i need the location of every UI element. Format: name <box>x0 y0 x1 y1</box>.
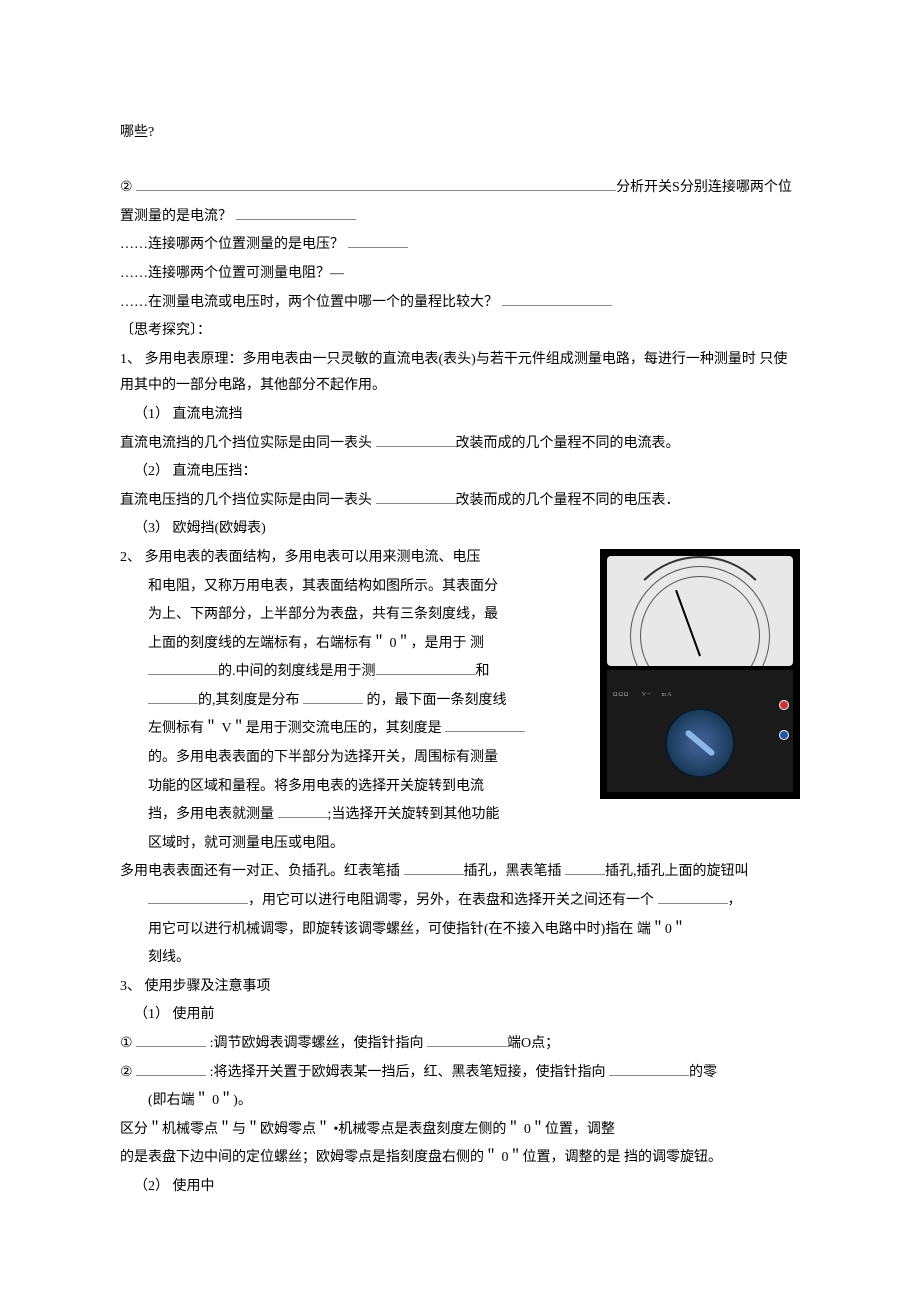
blank <box>236 206 356 220</box>
text-line: 直流电压挡的几个挡位实际是由同一表头 改装而成的几个量程不同的电压表． <box>120 488 800 515</box>
text: 的,其刻度是分布 <box>198 693 303 708</box>
blank <box>148 890 248 904</box>
text: ② <box>120 180 136 195</box>
text-line: ，用它可以进行电阻调零，另外，在表盘和选择开关之间还有一个 ， <box>120 888 800 915</box>
section-heading: 〔思考探究〕： <box>120 318 800 345</box>
text-line: ……在测量电流或电压时，两个位置中哪一个的量程比较大？ <box>120 290 800 317</box>
blank-line <box>136 177 616 191</box>
blank <box>609 1062 689 1076</box>
jack-blue <box>779 730 789 740</box>
text-line: 多用电表表面还有一对正、负插孔。红表笔插 插孔，黑表笔插 插孔,插孔上面的旋钮叫 <box>120 859 800 886</box>
text-line: 刻线。 <box>120 945 800 972</box>
blank <box>376 661 476 675</box>
meter-scale-label: ΩΩΩ V~ mA <box>613 690 787 701</box>
text: ;当选择开关旋转到其他功能 <box>328 807 500 822</box>
blank <box>148 661 218 675</box>
blank <box>303 690 363 704</box>
document-body: 哪些? ② 分析开关S分别连接哪两个位 置测量的是电流？ ……连接哪两个位置测量… <box>120 120 800 1201</box>
text: 端O点； <box>507 1036 559 1051</box>
text-line: 置测量的是电流？ <box>120 204 800 231</box>
blank <box>278 804 328 818</box>
text: ① <box>120 1036 136 1051</box>
blank <box>565 861 605 875</box>
text-line: （1） 使用前 <box>120 1002 800 1029</box>
text-line: 1、 多用电表原理：多用电表由一只灵敏的直流电表(表头)与若干元件组成测量电路，… <box>120 347 800 400</box>
meter-dial <box>607 556 793 666</box>
multimeter-figure: ΩΩΩ V~ mA <box>600 549 800 799</box>
text: 直流电流挡的几个挡位实际是由同一表头 <box>120 436 376 451</box>
text: 左侧标有＂ V＂是用于测交流电压的，其刻度是 <box>148 721 445 736</box>
text: 挡，多用电表就测量 <box>148 807 278 822</box>
blank <box>348 234 408 248</box>
text-line: 3、 使用步骤及注意事项 <box>120 974 800 1001</box>
blank <box>427 1033 507 1047</box>
text-line: 区域时，就可测量电压或电阻。 <box>120 831 800 858</box>
text-line: ……连接哪两个位置测量的是电压？ <box>120 232 800 259</box>
text: 的零 <box>689 1065 717 1080</box>
text-line: (即右端＂ 0＂)。 <box>120 1088 800 1115</box>
text-line: （1） 直流电流挡 <box>120 402 800 429</box>
text-line: （2） 直流电压挡： <box>120 459 800 486</box>
blank <box>148 690 198 704</box>
jack-red <box>779 700 789 710</box>
text-line: ② 分析开关S分别连接哪两个位 <box>120 175 800 202</box>
blank <box>376 433 456 447</box>
text-line: 区分＂机械零点＂与＂欧姆零点＂ •机械零点是表盘刻度左侧的＂ 0＂位置，调整 <box>120 1117 800 1144</box>
blank <box>658 890 728 904</box>
text-line: （3） 欧姆挡(欧姆表) <box>120 516 800 543</box>
text: 的.中间的刻度线是用于测 <box>218 664 376 679</box>
text-line: （2） 使用中 <box>120 1174 800 1201</box>
text: 置测量的是电流？ <box>120 209 232 224</box>
text: ， <box>728 893 742 908</box>
text-line: ② :将选择开关置于欧姆表某一挡后，红、黑表笔短接，使指针指向 的零 <box>120 1060 800 1087</box>
text: 改装而成的几个量程不同的电压表． <box>456 493 680 508</box>
blank <box>404 861 464 875</box>
text: ……连接哪两个位置测量的是电压？ <box>120 237 344 252</box>
text-line: 的是表盘下边中间的定位螺丝；欧姆零点是指刻度盘右侧的＂ 0＂位置，调整的是 挡的… <box>120 1145 800 1172</box>
text: ② <box>120 1065 136 1080</box>
text-line: ……连接哪两个位置可测量电阻？— <box>120 261 800 288</box>
blank <box>136 1033 206 1047</box>
text-line: 直流电流挡的几个挡位实际是由同一表头 改装而成的几个量程不同的电流表。 <box>120 431 800 458</box>
text-line: 哪些? <box>120 120 800 147</box>
text-line: 挡，多用电表就测量 ;当选择开关旋转到其他功能 <box>120 802 800 829</box>
selector-knob <box>665 708 735 778</box>
text: 多用电表表面还有一对正、负插孔。红表笔插 <box>120 864 404 879</box>
text: 直流电压挡的几个挡位实际是由同一表头 <box>120 493 376 508</box>
blank <box>445 718 525 732</box>
knob-pointer <box>684 729 715 757</box>
text: 插孔,插孔上面的旋钮叫 <box>605 864 749 879</box>
text: 插孔，黑表笔插 <box>464 864 566 879</box>
blank <box>136 1062 206 1076</box>
text: 改装而成的几个量程不同的电流表。 <box>456 436 680 451</box>
text: :调节欧姆表调零螺丝，使指针指向 <box>206 1036 427 1051</box>
text: ，用它可以进行电阻调零，另外，在表盘和选择开关之间还有一个 <box>248 893 658 908</box>
text-line: ① :调节欧姆表调零螺丝，使指针指向 端O点； <box>120 1031 800 1058</box>
text: :将选择开关置于欧姆表某一挡后，红、黑表笔短接，使指针指向 <box>206 1065 609 1080</box>
text: ……在测量电流或电压时，两个位置中哪一个的量程比较大？ <box>120 295 498 310</box>
blank <box>376 490 456 504</box>
text-line: 用它可以进行机械调零，即旋转该调零螺丝，可使指针(在不接入电路中时)指在 端＂0… <box>120 917 800 944</box>
text: 和 <box>476 664 490 679</box>
text: 分析开关S分别连接哪两个位 <box>616 180 792 195</box>
blank <box>502 292 612 306</box>
text: 的，最下面一条刻度线 <box>363 693 507 708</box>
